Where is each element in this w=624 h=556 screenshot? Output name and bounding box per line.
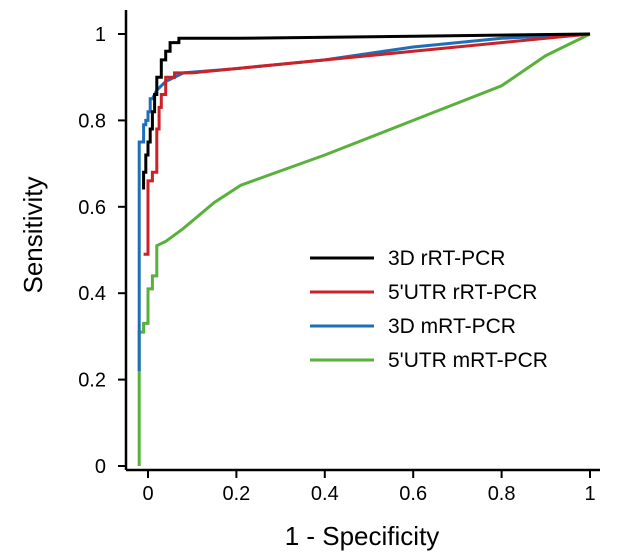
x-ticks: 0 0.2 0.4 0.6 0.8 1 (142, 470, 596, 505)
x-tick-label: 0.8 (488, 483, 516, 505)
x-tick-label: 0.6 (399, 483, 427, 505)
series-line (137, 32, 591, 371)
x-tick-label: 0 (142, 483, 153, 505)
legend-label: 5'UTR mRT-PCR (388, 349, 548, 372)
series-line (142, 32, 591, 190)
series-line (137, 32, 591, 466)
y-tick-label: 0.4 (78, 283, 106, 305)
x-tick-label: 0.2 (222, 483, 250, 505)
y-tick-label: 0.8 (78, 110, 106, 132)
x-axis-title: 1 - Specificity (285, 521, 440, 551)
series-layer (137, 32, 591, 466)
y-tick-label: 1 (95, 24, 106, 46)
x-tick-label: 0.4 (311, 483, 339, 505)
legend-label: 5'UTR rRT-PCR (388, 281, 537, 304)
x-tick-label: 1 (584, 483, 595, 505)
legend: 3D rRT-PCR 5'UTR rRT-PCR 3D mRT-PCR 5'UTR m… (310, 247, 548, 372)
y-tick-label: 0.2 (78, 370, 106, 392)
y-tick-label: 0.6 (78, 197, 106, 219)
legend-label: 3D rRT-PCR (388, 247, 505, 270)
y-axis-title: Sensitivity (18, 176, 48, 293)
axes (124, 10, 600, 472)
y-tick-label: 0 (95, 456, 106, 478)
y-ticks: 0 0.2 0.4 0.6 0.8 1 (78, 24, 126, 478)
legend-label: 3D mRT-PCR (388, 315, 516, 338)
series-line (143, 32, 591, 256)
